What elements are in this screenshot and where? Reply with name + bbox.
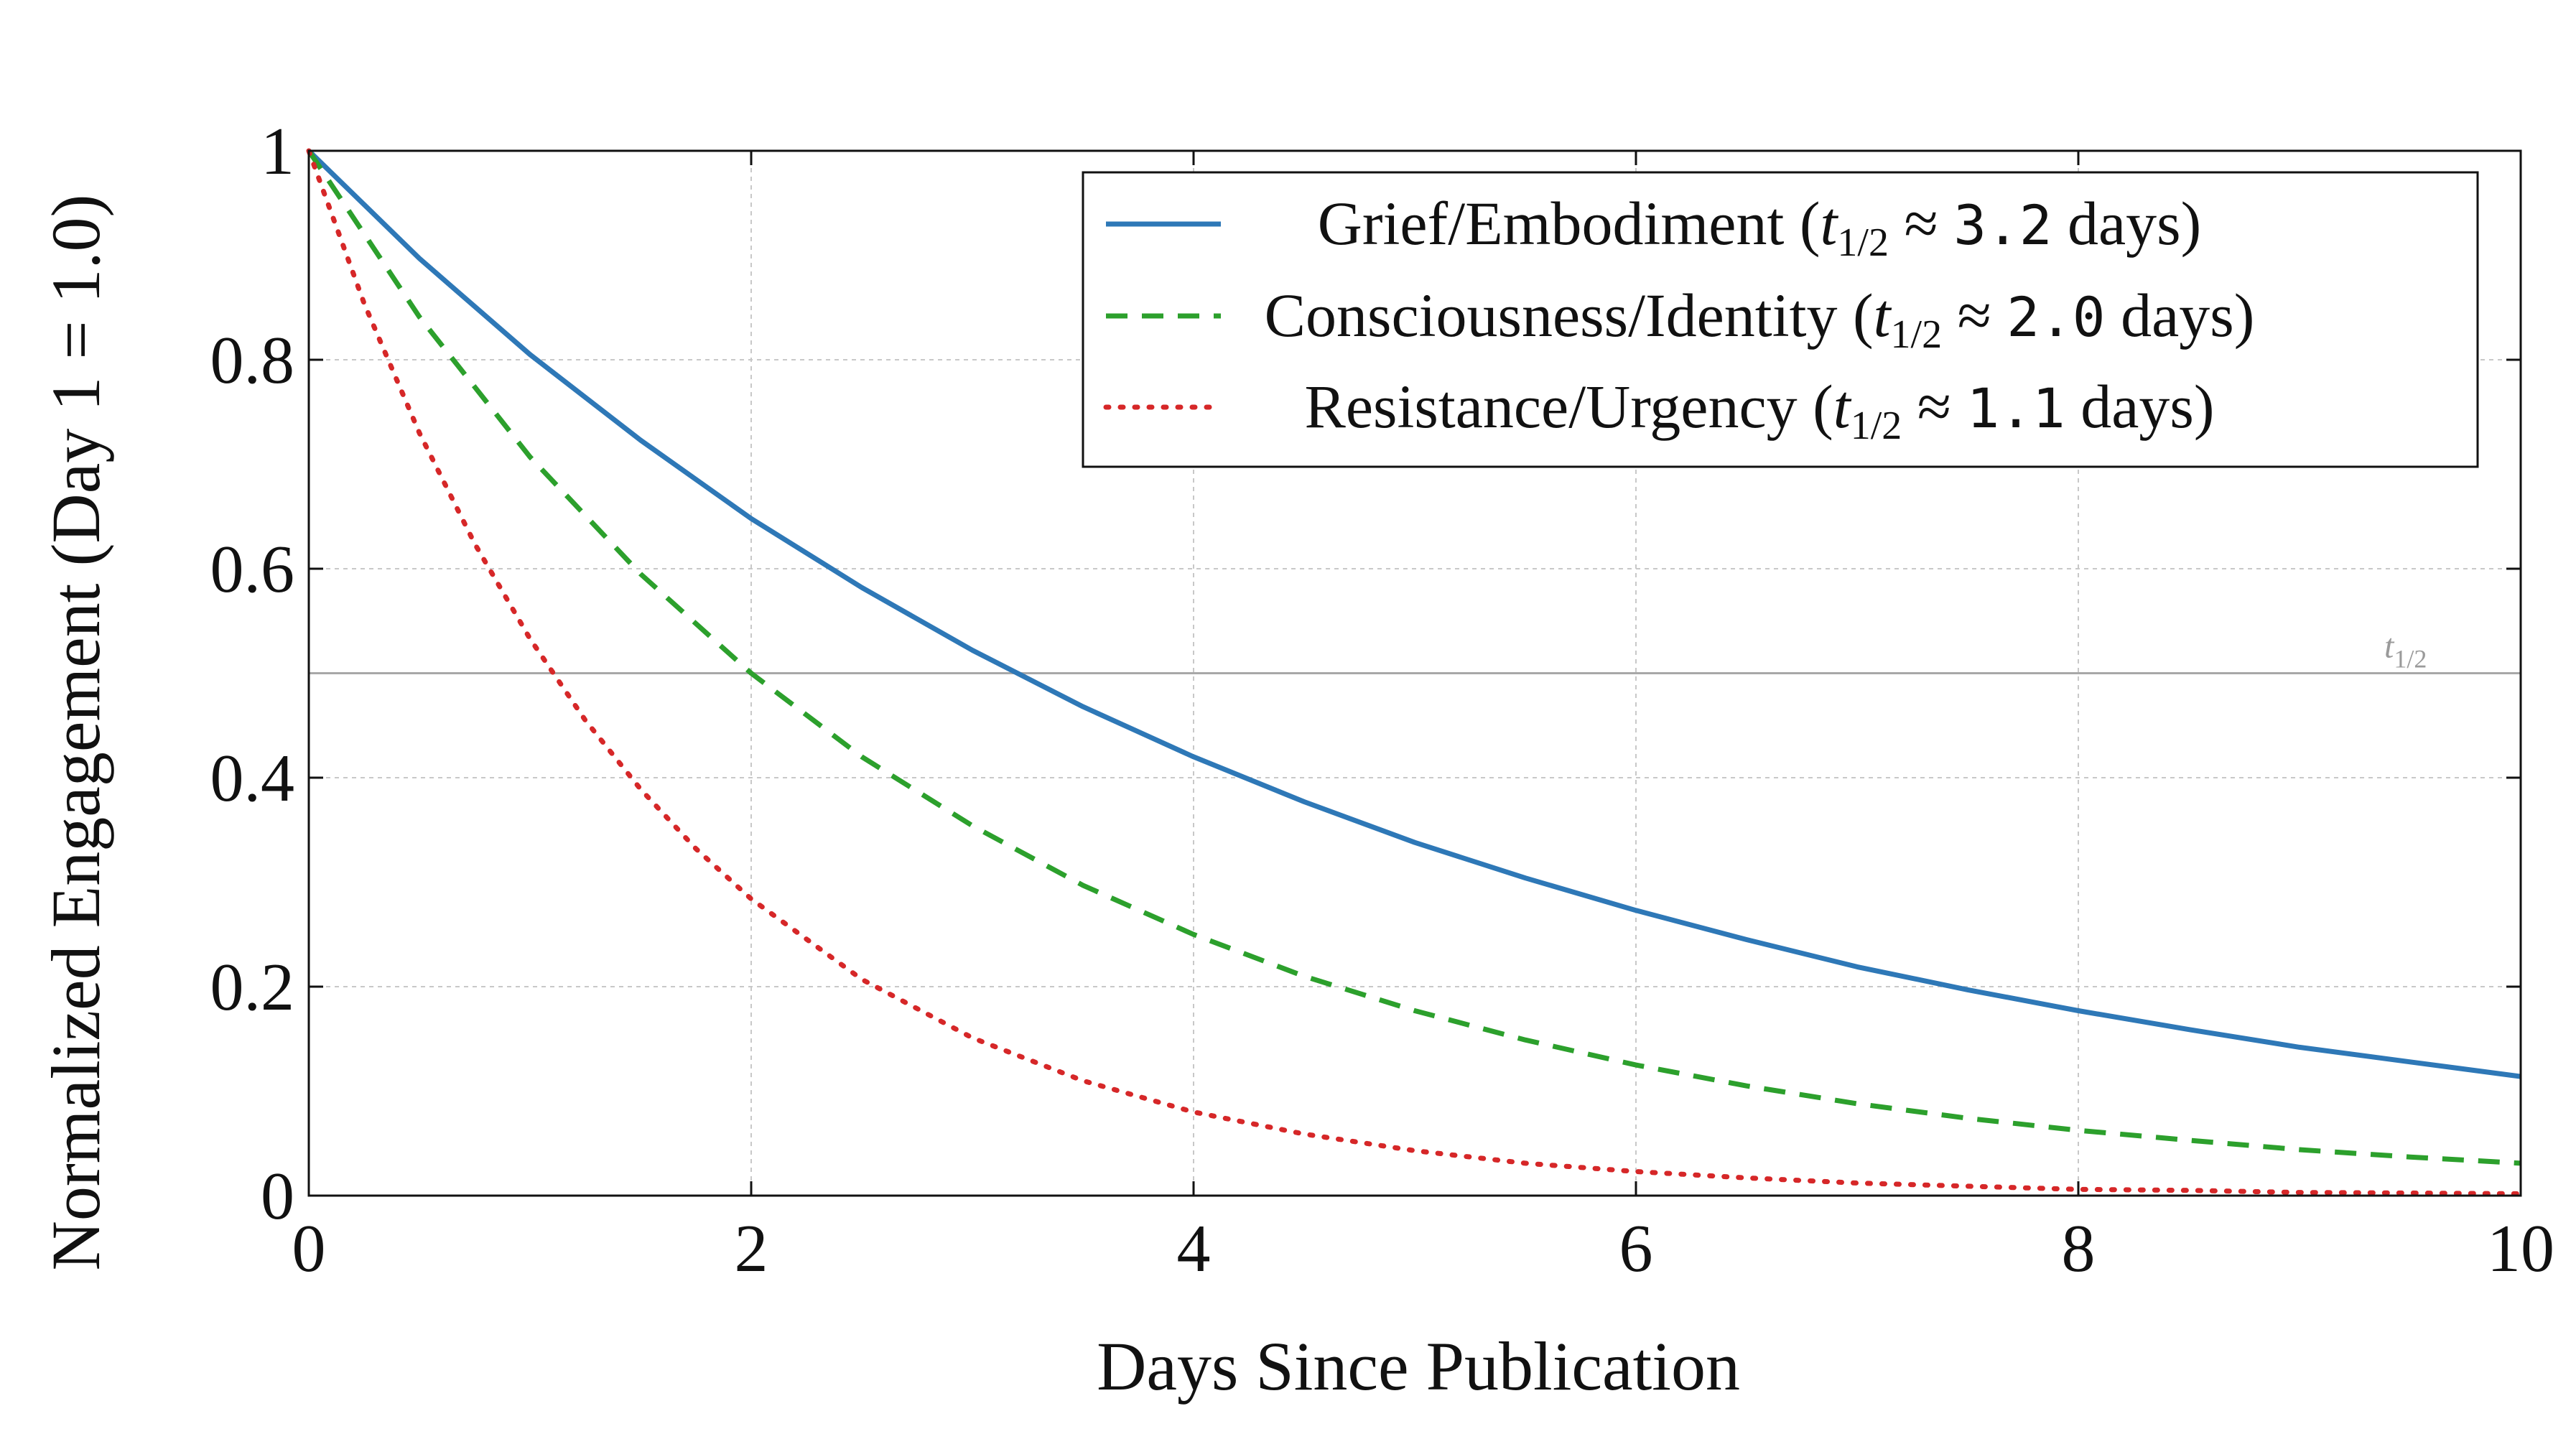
x-tick-label: 8 — [2062, 1211, 2096, 1286]
y-axis-title: Normalized Engagement (Day 1 = 1.0) — [37, 195, 114, 1271]
x-tick-label: 0 — [292, 1211, 326, 1286]
y-tick-label: 0.2 — [210, 950, 295, 1025]
x-tick-label: 6 — [1619, 1211, 1653, 1286]
series-line-2 — [307, 149, 2521, 1166]
legend: Grief/Embodiment (t1/2 ≈ 3.2 days) Consci… — [1082, 171, 2479, 468]
y-tick-label: 0 — [261, 1159, 294, 1234]
y-tick-label: 0.6 — [210, 532, 295, 607]
legend-label-2: Consciousness/Identity (t1/2 ≈ 2.0 days) — [1265, 281, 2255, 357]
legend-label-1: Grief/Embodiment (t1/2 ≈ 3.2 days) — [1318, 189, 2202, 265]
legend-label-3: Resistance/Urgency (t1/2 ≈ 1.1 days) — [1304, 372, 2214, 448]
y-tick-label: 0.8 — [210, 323, 295, 398]
axes — [307, 149, 2522, 1197]
series-line-1 — [307, 149, 2521, 1079]
half-life-reference: t1/2 — [309, 628, 2521, 674]
plot-frame — [307, 149, 2522, 1197]
x-axis-title: Days Since Publication — [1097, 1328, 1740, 1405]
y-tick-label: 0.4 — [210, 741, 295, 816]
legend-box — [1082, 171, 2479, 468]
x-tick-label: 10 — [2487, 1211, 2554, 1286]
half-life-label: t1/2 — [2384, 628, 2427, 674]
x-tick-label: 2 — [735, 1211, 768, 1286]
series-lines — [306, 148, 2524, 1196]
x-tick-label: 4 — [1177, 1211, 1211, 1286]
y-tick-label: 1 — [261, 114, 294, 189]
tick-labels: 0 2 4 6 8 10 0 0.2 0.4 0.6 0.8 1 — [210, 114, 2555, 1286]
